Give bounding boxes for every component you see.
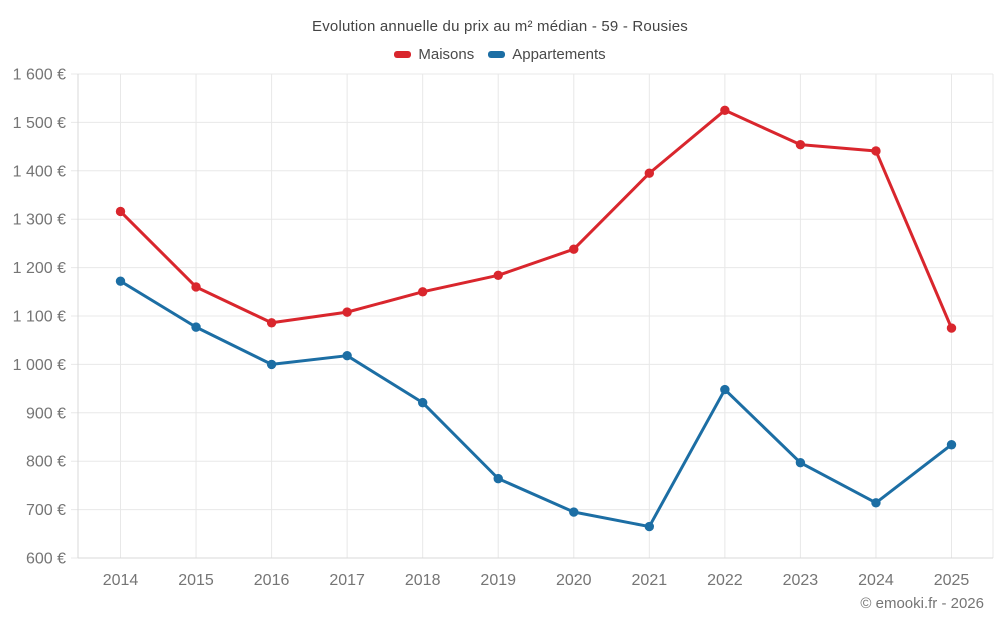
x-axis-tick-label: 2023: [783, 572, 819, 589]
x-axis-tick-label: 2021: [632, 572, 668, 589]
series-line-appartements: [119, 279, 953, 529]
x-axis-tick-label: 2017: [329, 572, 365, 589]
x-axis-tick-label: 2018: [405, 572, 441, 589]
chart-title: Evolution annuelle du prix au m² médian …: [312, 18, 688, 35]
data-point-appartements-2015[interactable]: [191, 322, 201, 332]
data-point-maisons-2025[interactable]: [946, 323, 957, 333]
y-axis-tick-label: 700 €: [26, 502, 66, 519]
data-point-appartements-2023[interactable]: [795, 457, 806, 468]
data-point-appartements-2017[interactable]: [342, 350, 352, 361]
y-axis-tick-label: 1 000 €: [13, 357, 66, 374]
series-line-maisons: [119, 108, 953, 330]
data-point-appartements-2025[interactable]: [946, 440, 957, 450]
y-axis-tick-label: 800 €: [26, 454, 66, 471]
data-point-appartements-2024[interactable]: [871, 498, 881, 508]
y-axis-tick-label: 1 200 €: [13, 260, 66, 277]
y-axis-tick-label: 1 300 €: [13, 212, 66, 229]
data-point-appartements-2020[interactable]: [569, 507, 579, 517]
x-axis-tick-label: 2022: [707, 572, 743, 589]
data-point-appartements-2018[interactable]: [417, 397, 428, 408]
y-axis-tick-label: 900 €: [26, 405, 66, 422]
chart-legend: Maisons Appartements: [0, 46, 1000, 63]
y-axis-tick-label: 1 600 €: [13, 67, 66, 84]
data-point-maisons-2024[interactable]: [871, 146, 881, 156]
x-axis-tick-label: 2015: [178, 572, 214, 589]
data-point-maisons-2015[interactable]: [191, 282, 201, 292]
data-point-maisons-2019[interactable]: [493, 270, 503, 281]
legend-item-maisons[interactable]: Maisons: [394, 46, 474, 63]
x-axis-tick-label: 2019: [480, 572, 516, 589]
x-axis-tick-label: 2025: [934, 572, 970, 589]
x-axis-tick-label: 2014: [103, 572, 139, 589]
data-point-appartements-2022[interactable]: [720, 384, 730, 395]
legend-label-maisons: Maisons: [418, 46, 475, 63]
data-point-maisons-2020[interactable]: [569, 244, 579, 254]
data-point-maisons-2014[interactable]: [115, 206, 126, 217]
data-point-appartements-2021[interactable]: [644, 521, 655, 532]
y-axis-tick-label: 1 100 €: [13, 309, 66, 326]
x-axis-tick-label: 2016: [254, 572, 290, 589]
copyright: © emooki.fr - 2026: [860, 595, 984, 612]
x-axis-tick-label: 2020: [556, 572, 592, 589]
data-point-maisons-2016[interactable]: [266, 318, 277, 328]
data-point-maisons-2018[interactable]: [417, 287, 428, 297]
maisons-swatch-icon: [394, 51, 412, 58]
x-axis-tick-label: 2024: [858, 572, 894, 589]
data-point-appartements-2016[interactable]: [266, 359, 277, 370]
data-point-maisons-2021[interactable]: [644, 168, 655, 178]
y-axis-tick-label: 600 €: [26, 551, 66, 568]
y-axis-tick-label: 1 500 €: [13, 115, 66, 132]
data-point-appartements-2014[interactable]: [115, 276, 126, 286]
data-point-maisons-2022[interactable]: [720, 105, 730, 116]
data-point-maisons-2023[interactable]: [795, 139, 806, 150]
legend-item-appartements[interactable]: Appartements: [488, 46, 606, 63]
data-point-maisons-2017[interactable]: [342, 307, 352, 317]
appartements-swatch-icon: [488, 51, 506, 58]
y-axis-tick-label: 1 400 €: [13, 163, 66, 180]
legend-label-appartements: Appartements: [512, 46, 606, 63]
data-point-appartements-2019[interactable]: [493, 473, 503, 484]
